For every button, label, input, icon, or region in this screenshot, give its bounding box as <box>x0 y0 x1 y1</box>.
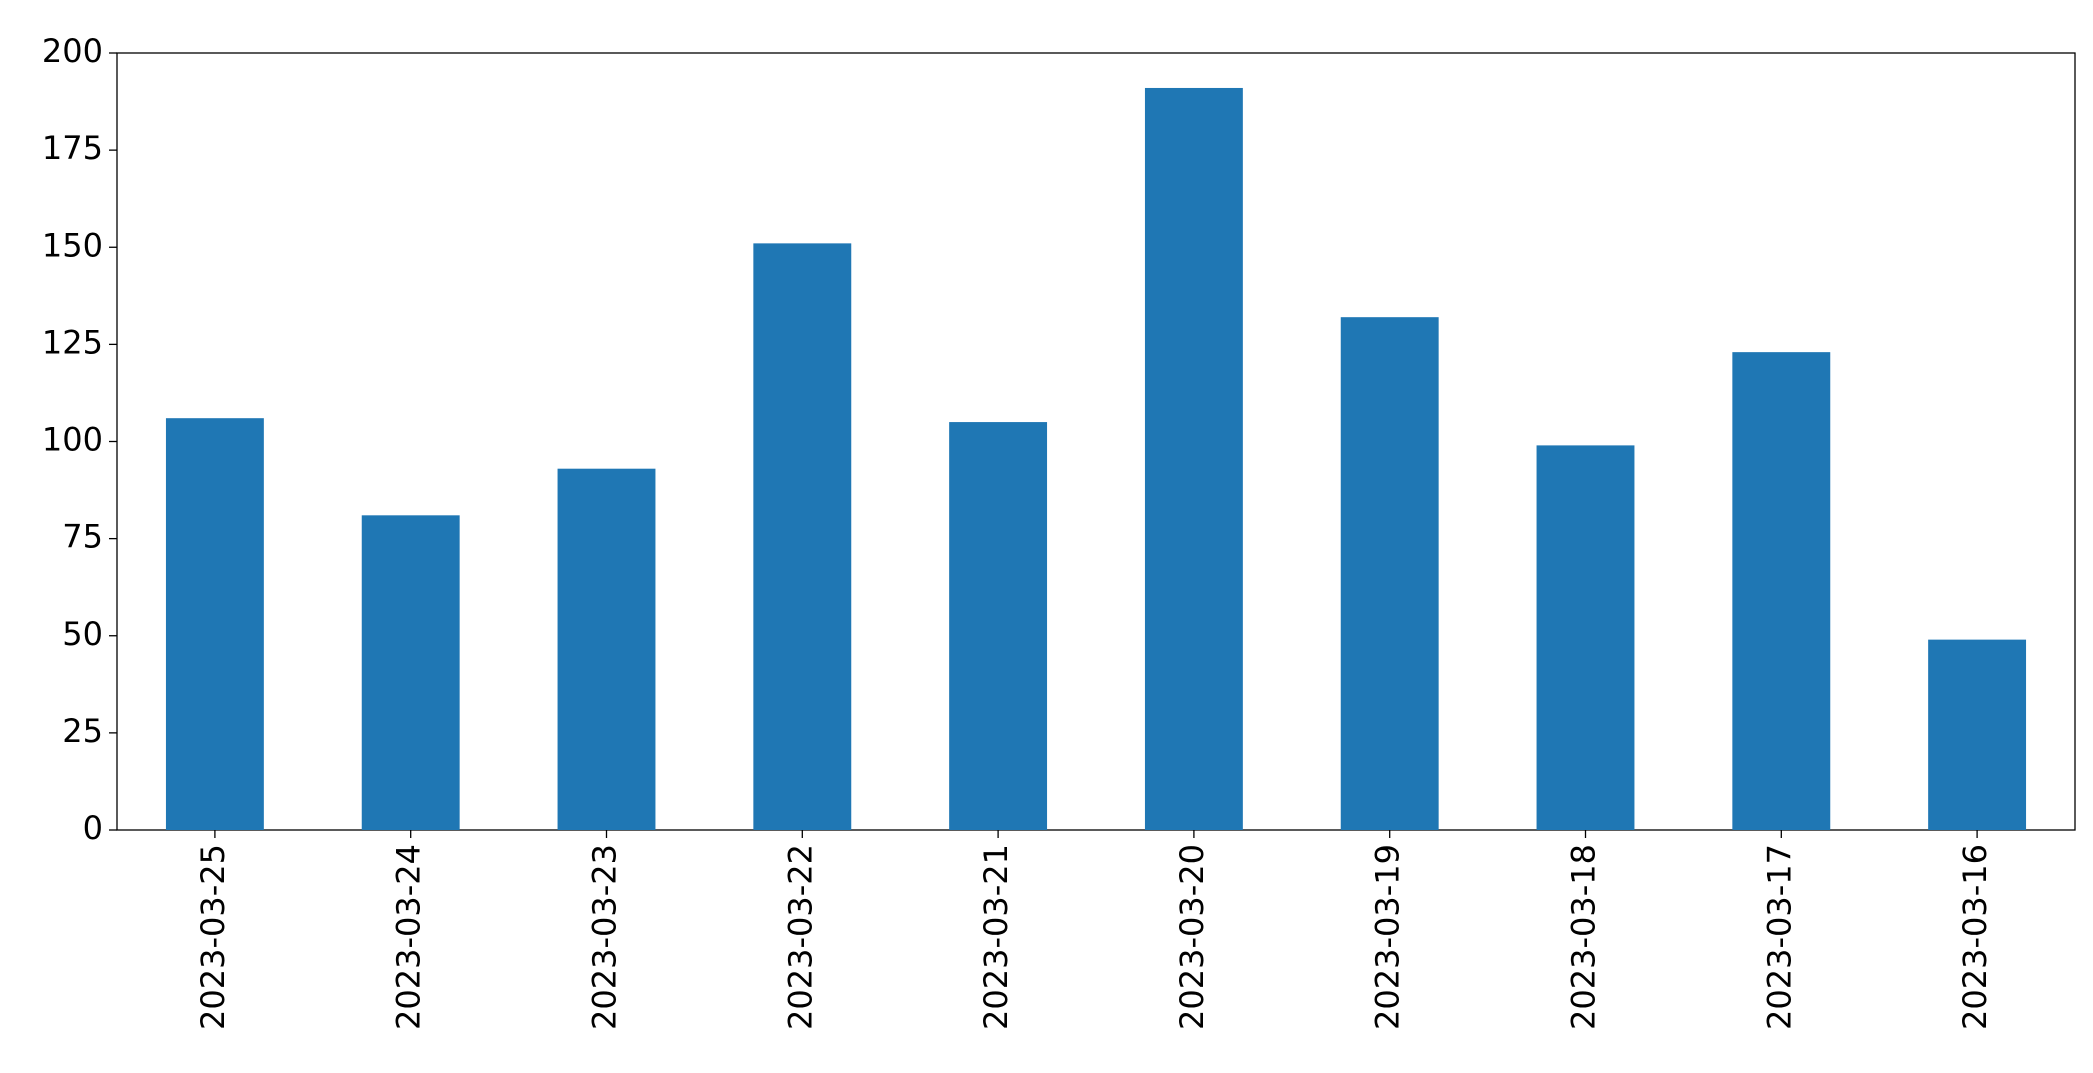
bar <box>1144 87 1243 831</box>
x-tick-label: 2023-03-21 <box>977 844 1015 1030</box>
y-tick-label: 75 <box>62 518 103 556</box>
x-tick-label: 2023-03-18 <box>1565 844 1603 1030</box>
y-tick-label: 150 <box>42 226 103 264</box>
y-tick-label: 200 <box>42 32 103 70</box>
y-tick-label: 125 <box>42 323 103 361</box>
bar <box>1340 317 1439 830</box>
bar <box>557 468 656 830</box>
bar <box>949 422 1048 830</box>
x-tick-label: 2023-03-25 <box>194 844 232 1030</box>
bar <box>753 243 852 831</box>
x-tick-label: 2023-03-23 <box>586 844 624 1030</box>
x-tick-label: 2023-03-22 <box>781 844 819 1030</box>
x-tick-label: 2023-03-16 <box>1956 844 1994 1030</box>
y-tick-label: 50 <box>62 615 103 653</box>
y-tick-label: 175 <box>42 129 103 167</box>
y-tick-label: 100 <box>42 421 103 459</box>
bar <box>1928 639 2027 830</box>
y-tick-label: 0 <box>83 809 103 847</box>
bar <box>1536 445 1635 830</box>
bar <box>165 418 264 830</box>
x-tick-label: 2023-03-17 <box>1760 844 1798 1030</box>
x-tick-label: 2023-03-19 <box>1369 844 1407 1030</box>
x-tick-label: 2023-03-24 <box>390 844 428 1030</box>
bar <box>361 515 460 830</box>
y-tick-label: 25 <box>62 712 103 750</box>
bar <box>1732 352 1831 830</box>
x-tick-label: 2023-03-20 <box>1173 844 1211 1030</box>
